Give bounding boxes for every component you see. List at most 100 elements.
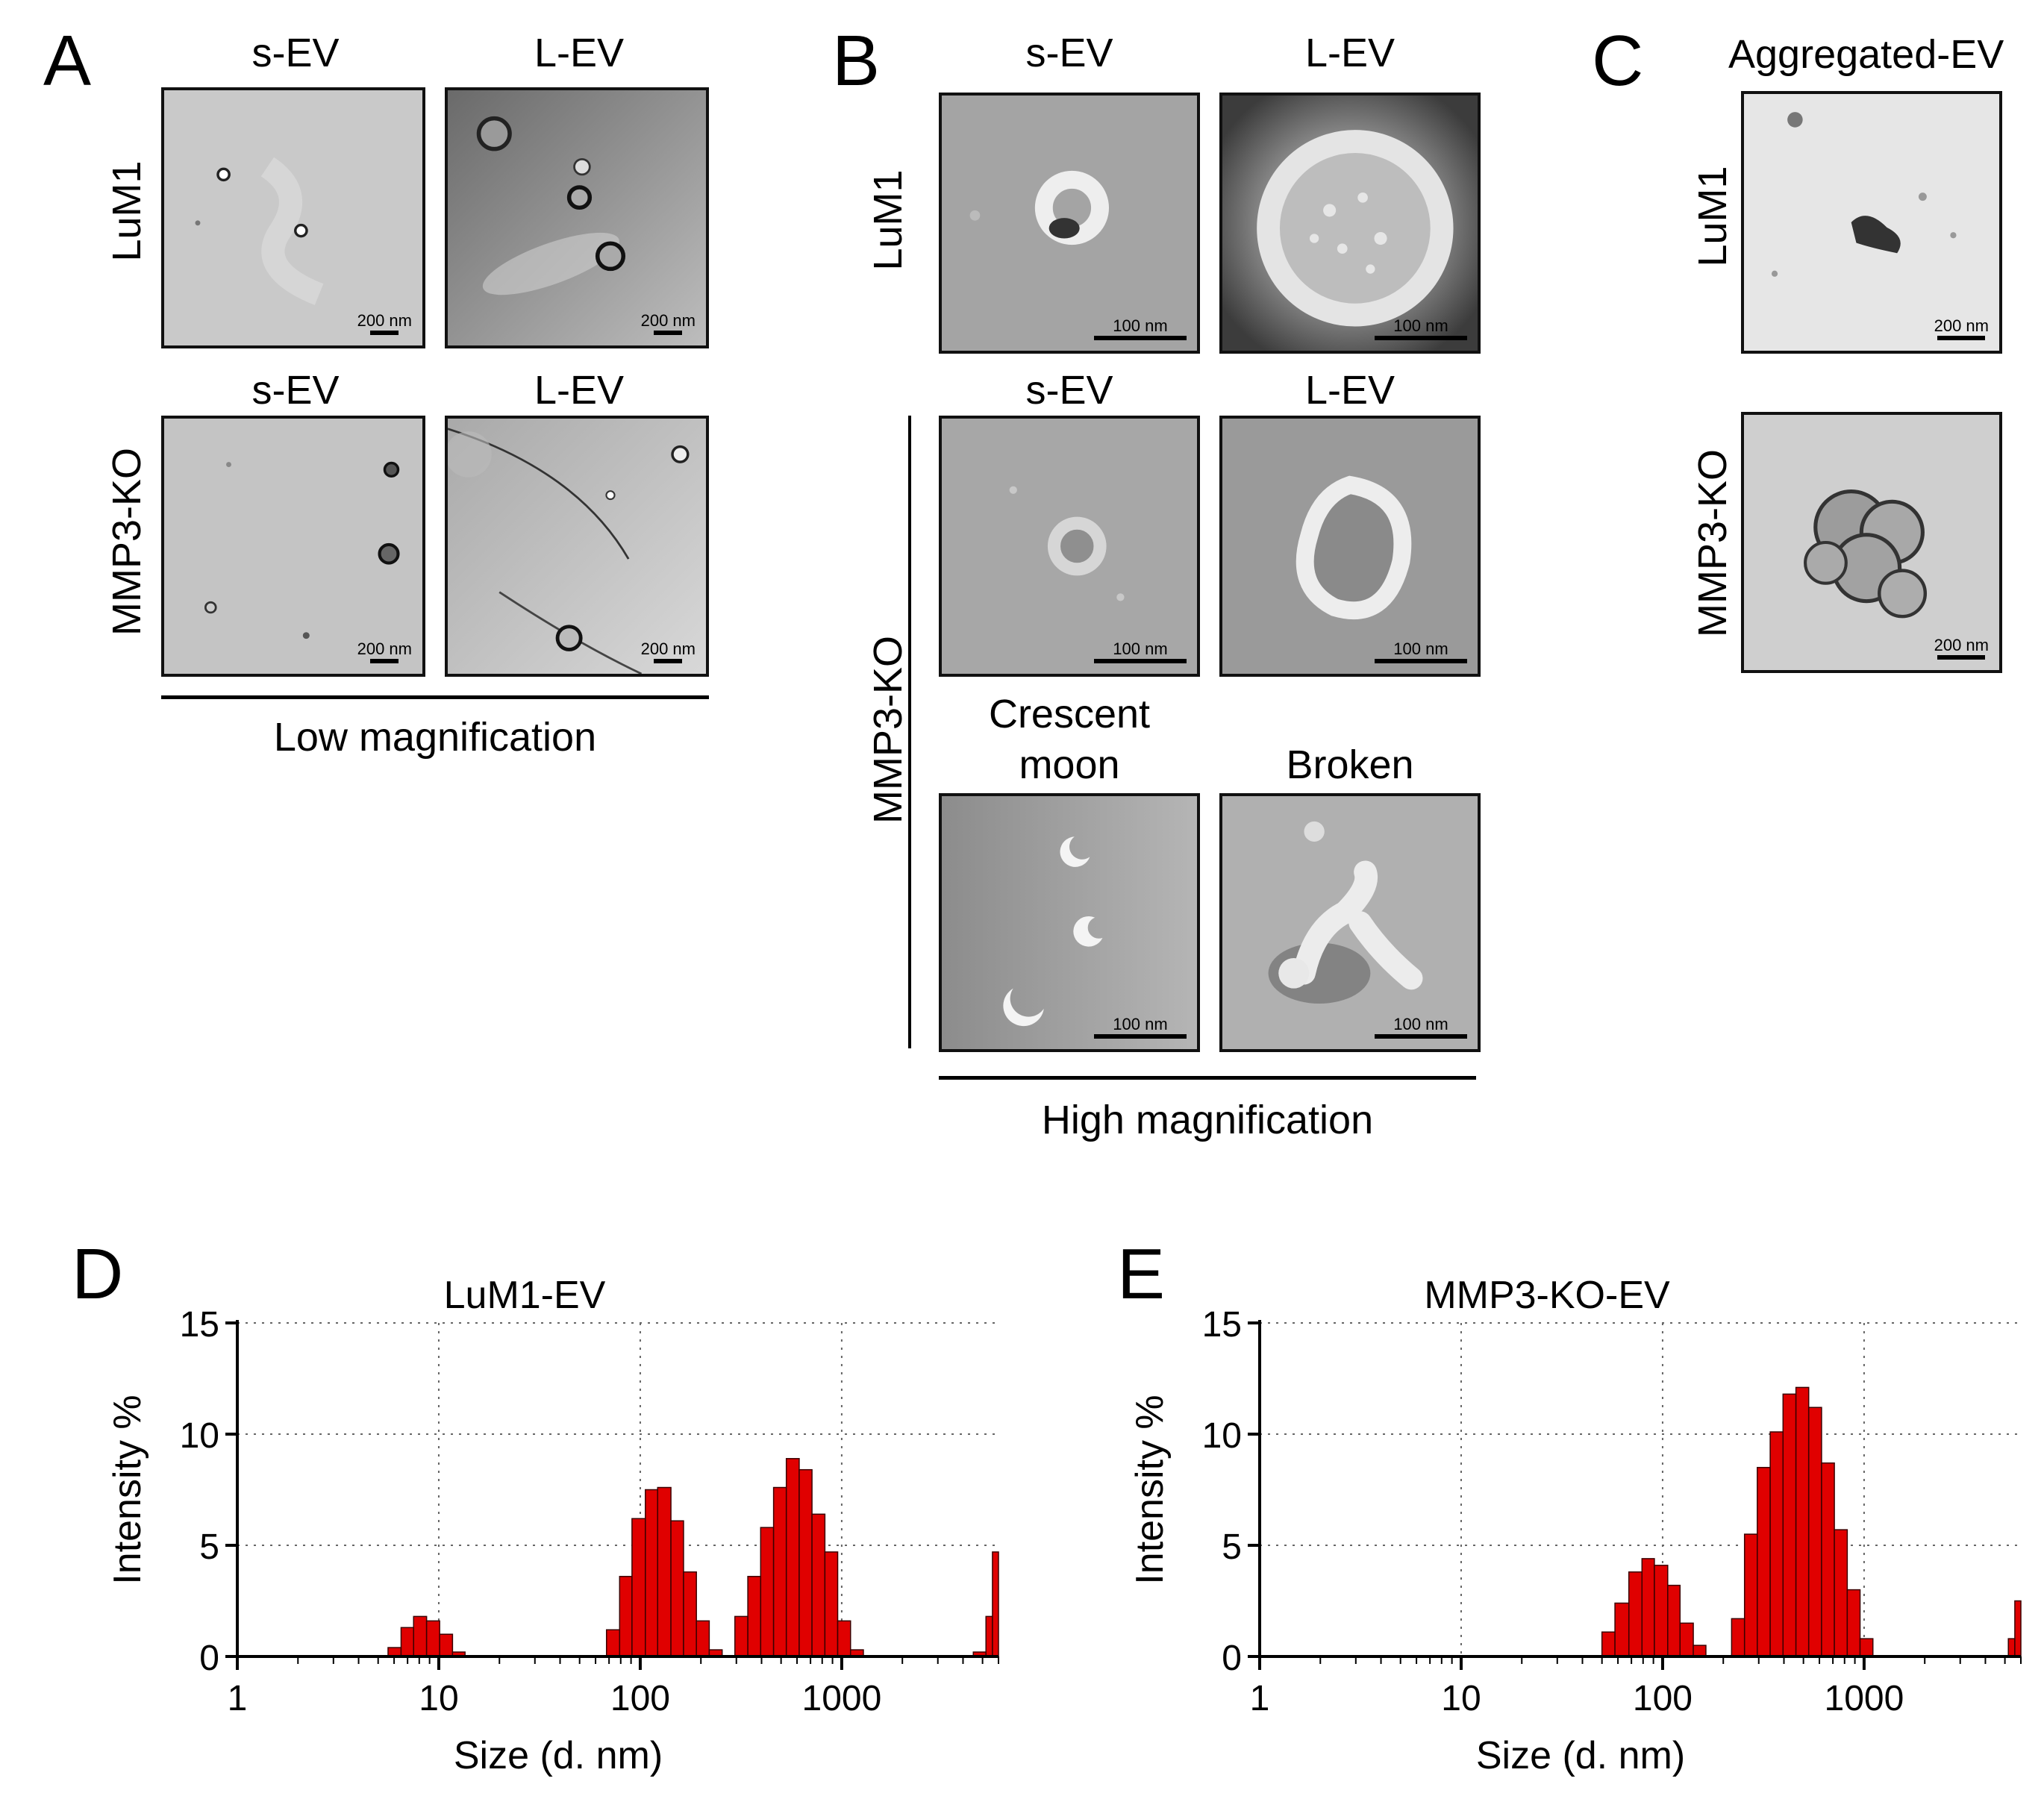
panel-b-ko-bracket	[908, 416, 911, 1048]
histogram-bar	[1693, 1645, 1707, 1657]
histogram-bar	[747, 1575, 762, 1657]
histogram-bar	[1757, 1466, 1771, 1657]
x-tick-label: 10	[419, 1679, 458, 1718]
scale-bar: 100 nm	[1094, 641, 1187, 663]
panel-letter-a: A	[43, 21, 92, 101]
histogram-bar	[785, 1458, 800, 1657]
panel-b-col-l-ev-2: L-EV	[1304, 368, 1396, 413]
x-tick-label: 1000	[802, 1679, 882, 1718]
histogram-bar	[1807, 1407, 1822, 1657]
em-image-a-ko-sev: 200 nm	[161, 416, 425, 677]
scale-bar: 200 nm	[1934, 318, 1989, 340]
scale-bar: 200 nm	[357, 641, 412, 663]
histogram-bar	[985, 1615, 993, 1657]
panel-b-col-s-ev: s-EV	[1025, 31, 1113, 75]
histogram-bar	[798, 1468, 813, 1657]
histogram-bar	[1628, 1571, 1643, 1657]
histogram-bar	[631, 1518, 646, 1657]
y-axis-label: Intensity %	[106, 1395, 149, 1584]
x-tick-label: 100	[1633, 1679, 1693, 1718]
panel-b-col-s-ev-2: s-EV	[1025, 368, 1113, 413]
panel-a-col-s-ev: s-EV	[251, 31, 340, 75]
histogram-bar	[837, 1620, 851, 1657]
em-image-b-ko-lev: 100 nm	[1219, 416, 1481, 677]
histogram-bar	[772, 1486, 787, 1657]
y-tick-label: 5	[1222, 1527, 1242, 1567]
scale-bar: 100 nm	[1375, 1016, 1467, 1039]
histogram-bar	[2014, 1600, 2022, 1657]
histogram-bar	[1782, 1393, 1797, 1657]
panel-b-row-lum1: LuM1	[866, 169, 910, 271]
em-image-b-lum1-sev: 100 nm	[939, 93, 1200, 354]
histogram-bar	[1667, 1584, 1681, 1657]
histogram-bar	[1679, 1622, 1694, 1657]
em-image-a-lum1-sev: 200 nm	[161, 87, 425, 348]
chart-lum1-ev: 0 5 10 15 1 10 100 1000 LuM1-EV Size (d. nm) Inten…	[0, 1268, 1022, 1791]
histogram-bar	[1769, 1431, 1784, 1657]
histogram-bar	[605, 1629, 621, 1657]
histogram-bar	[645, 1489, 659, 1657]
histogram-bar	[1654, 1565, 1669, 1657]
panel-b-footer-line	[939, 1076, 1476, 1080]
em-image-c-ko: 200 nm	[1741, 412, 2002, 673]
histogram-bar	[1795, 1386, 1810, 1657]
histogram-bar	[696, 1620, 710, 1657]
panel-a-row-lum1: LuM1	[104, 160, 149, 262]
em-image-a-lum1-lev: 200 nm	[445, 87, 709, 348]
y-tick-label: 15	[180, 1305, 219, 1345]
histogram-bar	[400, 1627, 414, 1657]
histogram-bar	[2007, 1638, 2016, 1657]
y-tick-label: 15	[1202, 1305, 1242, 1345]
scale-bar: 100 nm	[1375, 318, 1467, 340]
histogram-bar	[734, 1615, 748, 1657]
histogram-bar	[1743, 1533, 1758, 1657]
x-tick-label: 1000	[1825, 1679, 1904, 1718]
histogram-bar	[811, 1513, 826, 1657]
panel-letter-b: B	[832, 21, 881, 101]
scale-bar: 100 nm	[1094, 1016, 1187, 1039]
histogram-bar	[1859, 1638, 1874, 1657]
panel-c-row-mmp3-ko: MMP3-KO	[1690, 448, 1735, 638]
y-tick-label: 5	[199, 1527, 219, 1567]
em-image-b-ko-sev: 100 nm	[939, 416, 1200, 677]
em-image-b-ko-crescent: 100 nm	[939, 793, 1200, 1052]
histogram-bar	[1641, 1558, 1655, 1657]
histogram-bar	[1614, 1602, 1630, 1657]
panel-a-col-l-ev-2: L-EV	[534, 368, 625, 413]
y-tick-label: 10	[1202, 1416, 1242, 1456]
histogram-bar	[670, 1520, 684, 1657]
em-image-b-lum1-lev: 100 nm	[1219, 93, 1481, 354]
histogram-bar	[619, 1575, 633, 1657]
histogram-bar	[1821, 1462, 1835, 1657]
panel-b-row-mmp3-ko: MMP3-KO	[866, 635, 910, 825]
histogram-bar	[413, 1615, 428, 1657]
em-image-a-ko-lev: 200 nm	[445, 416, 709, 677]
histogram-bar	[683, 1571, 697, 1657]
histogram-bar	[1846, 1589, 1861, 1657]
scale-bar: 200 nm	[641, 313, 696, 335]
scale-bar: 200 nm	[357, 313, 412, 335]
histogram-bar	[657, 1486, 672, 1657]
x-tick-label: 10	[1441, 1679, 1481, 1718]
panel-a-footer-line	[161, 695, 709, 699]
panel-letter-c: C	[1592, 21, 1644, 101]
x-tick-label: 1	[1250, 1679, 1270, 1718]
histogram-bar	[992, 1551, 999, 1657]
em-image-b-ko-broken: 100 nm	[1219, 793, 1481, 1052]
panel-letter-d: D	[72, 1234, 124, 1314]
scale-bar: 100 nm	[1094, 318, 1187, 340]
panel-b-label-moon: moon	[1019, 742, 1120, 787]
x-tick-label: 100	[610, 1679, 670, 1718]
chart-title: MMP3-KO-EV	[1424, 1274, 1670, 1317]
scale-bar: 100 nm	[1375, 641, 1467, 663]
panel-b-footer: High magnification	[1041, 1098, 1374, 1142]
histogram-bar	[1601, 1631, 1616, 1657]
x-tick-label: 1	[228, 1679, 248, 1718]
y-tick-label: 10	[180, 1416, 219, 1456]
y-axis-label: Intensity %	[1128, 1395, 1172, 1584]
histogram-bar	[439, 1633, 454, 1657]
panel-a-col-s-ev-2: s-EV	[251, 368, 340, 413]
panel-letter-e: E	[1117, 1234, 1166, 1314]
histogram-bar	[1731, 1618, 1745, 1657]
panel-b-label-broken: Broken	[1286, 742, 1414, 787]
